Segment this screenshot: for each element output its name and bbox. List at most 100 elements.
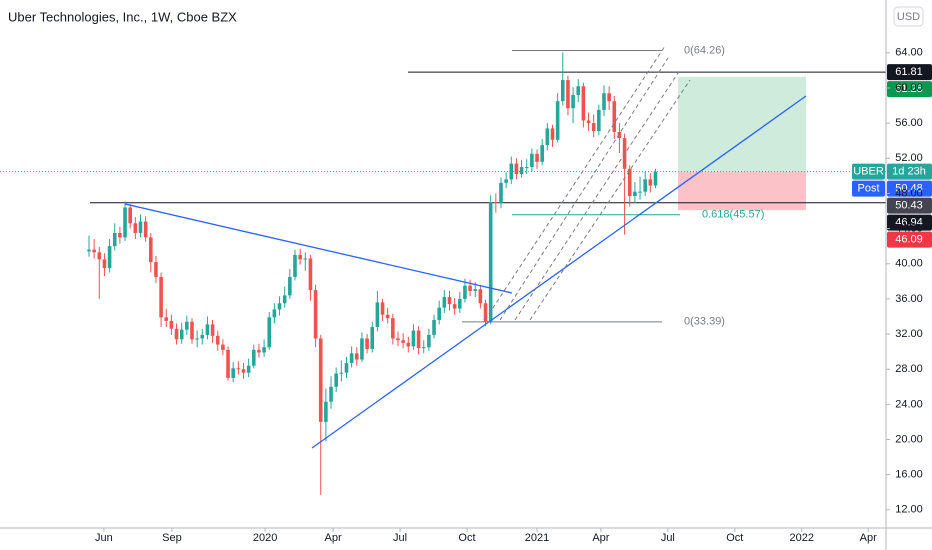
candle-body bbox=[195, 338, 199, 340]
channel-line bbox=[484, 45, 666, 321]
candle-body bbox=[236, 368, 241, 370]
candle-body bbox=[339, 372, 344, 374]
candle-body bbox=[519, 167, 524, 175]
position-target bbox=[678, 76, 806, 173]
price-label: 1d 23h bbox=[892, 166, 926, 178]
candle-body bbox=[334, 373, 338, 387]
candle-body bbox=[154, 261, 158, 277]
y-tick-label: 44.00 bbox=[895, 222, 923, 234]
currency-button[interactable] bbox=[893, 6, 924, 27]
candle-body bbox=[591, 123, 596, 132]
candle-body bbox=[540, 145, 544, 162]
candle-body bbox=[653, 171, 658, 186]
currency[interactable]: USD bbox=[897, 11, 920, 23]
candle-body bbox=[391, 318, 395, 339]
candle-body bbox=[396, 338, 400, 341]
candle-body bbox=[360, 338, 364, 360]
x-tick-label: Apr bbox=[592, 532, 609, 544]
candle-body bbox=[473, 289, 478, 291]
price-label-box bbox=[887, 163, 932, 180]
candle-body bbox=[421, 347, 426, 349]
candle-body bbox=[524, 167, 529, 169]
candle-body bbox=[354, 353, 359, 360]
chart-title: Uber Technologies, Inc., 1W, Cboe BZX bbox=[8, 9, 237, 24]
x-tick-label: Jul bbox=[393, 532, 407, 544]
candle-body bbox=[432, 319, 436, 335]
price-tag: UBER bbox=[853, 166, 884, 178]
price-tag: Post bbox=[857, 183, 879, 195]
candle-body bbox=[488, 202, 493, 322]
candle-body bbox=[123, 207, 127, 238]
y-tick-label: 16.00 bbox=[895, 469, 923, 481]
candle-body bbox=[504, 179, 508, 183]
candle-body bbox=[318, 338, 323, 422]
candle-body bbox=[92, 249, 96, 253]
candle-body bbox=[627, 168, 632, 197]
candle-body bbox=[159, 276, 163, 318]
candle-body bbox=[298, 254, 302, 260]
candle-body bbox=[169, 320, 174, 329]
candle-body bbox=[185, 321, 189, 330]
candle-body bbox=[530, 153, 534, 168]
price-label: 46.09 bbox=[895, 234, 923, 246]
candle-body bbox=[463, 285, 467, 299]
candle-body bbox=[447, 297, 452, 305]
y-tick-label: 32.00 bbox=[895, 328, 923, 340]
candle-body bbox=[205, 324, 210, 335]
x-tick-label: Jun bbox=[95, 532, 113, 544]
candle-body bbox=[164, 317, 169, 321]
price-tag-box bbox=[852, 180, 885, 197]
candle-body bbox=[200, 334, 205, 339]
price-label-box bbox=[887, 64, 932, 81]
price-label-box bbox=[887, 231, 932, 248]
candle-body bbox=[586, 120, 591, 124]
candle-body bbox=[499, 182, 503, 204]
candle-body bbox=[380, 302, 385, 315]
candle-body bbox=[308, 258, 313, 291]
candle-body bbox=[251, 349, 256, 366]
candle-body bbox=[633, 191, 637, 197]
fib-label: 0.618(45.57) bbox=[702, 209, 764, 221]
candle-body bbox=[406, 342, 411, 347]
y-tick-label: 20.00 bbox=[895, 433, 923, 445]
candle-body bbox=[648, 179, 653, 186]
candle-body bbox=[560, 80, 565, 102]
channel-line bbox=[514, 69, 681, 321]
candle-body bbox=[545, 128, 550, 146]
candle-body bbox=[370, 327, 375, 349]
candle-body bbox=[267, 317, 272, 348]
x-tick-label: 2022 bbox=[790, 532, 814, 544]
candle-body bbox=[215, 335, 220, 345]
candle-body bbox=[550, 128, 555, 140]
y-tick-label: 64.00 bbox=[895, 47, 923, 59]
candle-body bbox=[272, 309, 277, 318]
y-tick-label: 56.00 bbox=[895, 117, 923, 129]
candle-body bbox=[437, 307, 441, 320]
x-tick-label: 2021 bbox=[525, 532, 549, 544]
candle-body bbox=[174, 328, 179, 340]
x-tick-label: Jul bbox=[661, 532, 675, 544]
candle-body bbox=[143, 221, 148, 238]
candle-body bbox=[483, 303, 488, 322]
candle-body bbox=[514, 163, 519, 175]
price-label-box bbox=[887, 214, 932, 231]
candle-body bbox=[241, 369, 246, 373]
candle-body bbox=[607, 93, 611, 102]
candle-body bbox=[643, 179, 647, 192]
candle-body bbox=[411, 330, 416, 347]
candle-body bbox=[416, 330, 421, 349]
trend-line bbox=[124, 203, 513, 294]
candle-body bbox=[344, 363, 349, 373]
candle-body bbox=[375, 302, 380, 328]
candle-body bbox=[535, 153, 539, 162]
candle-body bbox=[128, 207, 132, 224]
fib-label: 0(64.26) bbox=[684, 44, 725, 56]
candle-body bbox=[457, 298, 462, 309]
candle-body bbox=[313, 290, 318, 339]
x-tick-label: Sep bbox=[162, 532, 182, 544]
candle-body bbox=[282, 295, 287, 304]
candle-body bbox=[385, 314, 390, 319]
price-label: 46.94 bbox=[895, 217, 923, 229]
candle-body bbox=[262, 347, 266, 353]
